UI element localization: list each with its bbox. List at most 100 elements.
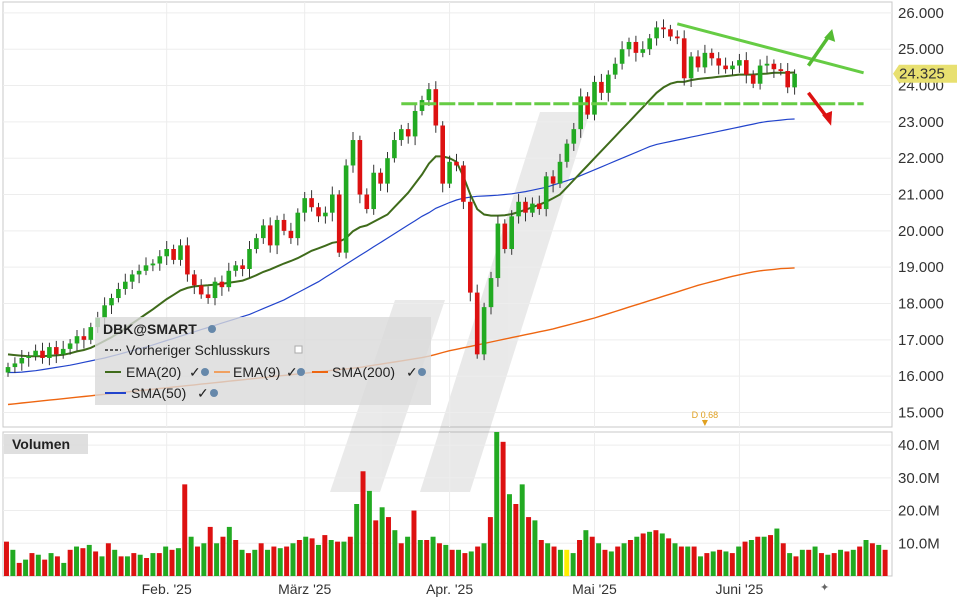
volume-bar [124,556,130,576]
legend-symbol: DBK@SMART [103,321,197,337]
volume-bar [131,553,137,576]
arrow-up-head-icon [824,29,836,42]
settings-dot-icon[interactable] [297,368,305,376]
volume-bar [812,546,818,576]
volume-bar [748,540,754,576]
check-icon[interactable]: ✓ [189,364,201,380]
price-tick-label: 22.000 [898,150,944,167]
last-price-tag-shape [893,64,957,83]
volume-bar [481,543,487,576]
volume-bar [48,553,54,576]
volume-bar [831,553,837,576]
volume-bar [532,520,538,576]
candle-body [730,65,735,70]
volume-bar [290,543,296,576]
candle-body [371,172,376,210]
volume-bar [42,559,48,576]
candle-body [585,96,590,115]
candle-body [164,249,169,257]
candle-body [474,292,480,355]
volume-bar [195,546,200,576]
volume-bar [869,543,875,576]
volume-tick-label: 40.0M [898,437,940,454]
volume-bar [29,553,35,576]
volume-bar [640,533,646,576]
candle-body [47,347,52,358]
settings-dot-icon[interactable] [210,389,218,397]
candle-body [757,65,763,84]
volume-bar [729,553,735,576]
candle-body [461,165,466,202]
volume-bar [303,536,309,576]
candle-body [723,65,728,70]
candle-body [316,207,321,217]
candle-body [67,343,73,349]
volume-bar [169,549,175,576]
candle-body [440,125,445,184]
check-icon[interactable]: ✓ [286,364,298,380]
volume-bar [386,517,391,576]
volume-bar [857,546,863,576]
candle-body [716,58,721,66]
volume-bar [863,540,869,576]
candle-body [136,270,142,275]
volume-bar [252,549,258,576]
candle-body [129,274,135,282]
candle-body [509,216,514,250]
candle-body [571,129,577,144]
candle-body [523,201,528,213]
candle-body [695,56,701,68]
volume-bar [838,549,844,576]
candle-body [771,63,777,70]
candle-body [219,281,225,288]
volume-bar [545,543,551,576]
volume-bar [80,548,86,576]
candle-body [309,198,314,208]
check-icon[interactable]: ✓ [406,364,418,380]
volume-bar [666,538,672,576]
volume-bar [328,540,334,576]
candle-body [405,129,411,137]
candle-body [578,96,583,130]
settings-dot-icon[interactable] [418,368,426,376]
volume-bar [634,536,640,576]
volume-bar [519,484,525,576]
price-tick-label: 18.000 [898,295,944,312]
visibility-checkbox-icon[interactable] [294,345,303,354]
price-tick-label: 23.000 [898,114,944,131]
candle-body [385,158,390,184]
volume-bar [882,549,888,576]
candle-body [212,281,218,299]
candle-body [488,278,494,308]
candle-body [433,89,439,126]
volume-bar [239,549,245,576]
candle-body [640,49,646,53]
candle-body [150,263,156,266]
settings-dot-icon[interactable] [201,368,209,376]
volume-bar [774,528,780,576]
price-tick-label: 16.000 [898,368,944,385]
price-tick-label: 21.000 [898,187,944,204]
candle-body [681,38,687,79]
candle-body [40,350,45,358]
scroll-marker-icon[interactable]: ✦ [820,582,829,594]
candle-body [744,60,749,75]
volume-bar [538,540,544,576]
check-icon[interactable]: ✓ [197,385,209,401]
volume-bar [296,540,302,576]
volume-bar [182,484,188,576]
volume-bar [717,549,723,576]
candle-body [336,194,342,253]
volume-bar [850,549,856,576]
price-tick-label: 19.000 [898,259,944,276]
volume-bar [589,536,595,576]
candle-body [419,100,425,111]
volume-bar [201,543,207,576]
volume-bar [787,553,793,576]
candle-body [530,203,535,213]
volume-bar [596,543,602,576]
settings-dot-icon[interactable] [208,325,216,333]
candle-body [88,327,94,340]
legend-background [95,317,431,405]
